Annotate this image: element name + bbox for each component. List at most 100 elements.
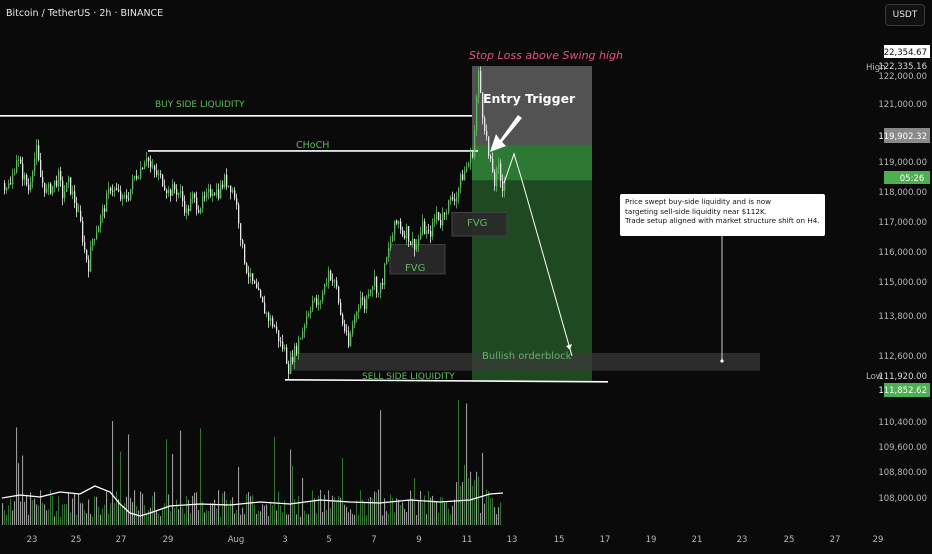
candle-body: [500, 163, 502, 181]
volume-bar: [48, 509, 50, 525]
price-tick-label: 108,800.00: [878, 468, 927, 478]
candle-body: [364, 299, 366, 310]
price-tick-label: 119,000.00: [878, 158, 927, 168]
candle-body: [64, 191, 66, 199]
volume-bar: [426, 514, 428, 525]
projection-arrowhead: [566, 344, 572, 350]
volume-bar: [468, 478, 470, 525]
volume-bar: [124, 502, 126, 525]
volume-bar: [296, 514, 298, 525]
volume-bar: [116, 491, 118, 525]
volume-bar: [84, 510, 86, 525]
volume-bar: [52, 496, 54, 525]
volume-bar: [344, 504, 346, 525]
candle-body: [478, 70, 480, 97]
volume-bar: [174, 508, 176, 525]
volume-bar: [266, 504, 268, 525]
volume-bar: [230, 500, 232, 525]
volume-bar: [66, 503, 68, 525]
candle-body: [302, 331, 304, 338]
candle-body: [150, 160, 152, 168]
candle-body: [152, 166, 154, 168]
volume-bar: [430, 498, 432, 525]
volume-bar: [406, 511, 408, 525]
volume-bar: [210, 503, 212, 525]
candle-body: [252, 273, 254, 282]
volume-bar: [30, 492, 32, 525]
candle-body: [486, 130, 488, 137]
price-tick-label: 115,000.00: [878, 278, 927, 288]
candle-body: [160, 173, 162, 175]
volume-bar: [288, 514, 290, 525]
candle-body: [290, 357, 292, 374]
volume-bar: [462, 482, 464, 525]
candle-body: [166, 190, 168, 194]
volume-bar: [156, 510, 158, 525]
candle-body: [72, 191, 74, 195]
volume-bar: [404, 508, 406, 525]
volume-bar: [222, 493, 224, 525]
candle-body: [470, 152, 472, 164]
volume-bar: [60, 516, 62, 525]
candle-body: [8, 183, 10, 188]
candle-body: [92, 239, 94, 247]
volume-bar: [158, 513, 160, 525]
candle-body: [340, 302, 342, 315]
volume-bar: [186, 496, 188, 525]
volume-bar: [460, 486, 462, 525]
candle-body: [320, 301, 322, 303]
candle-body: [158, 173, 160, 175]
candle-body: [130, 189, 132, 200]
candle-body: [458, 187, 460, 197]
volume-bar: [244, 514, 246, 525]
candle-body: [210, 189, 212, 197]
candle-body: [372, 286, 374, 291]
volume-bar: [450, 514, 452, 525]
volume-bar: [184, 513, 186, 525]
volume-bar: [342, 458, 344, 525]
candle-body: [76, 202, 78, 212]
time-tick-label: 25: [784, 535, 795, 545]
candle-body: [376, 277, 378, 294]
volume-bar: [206, 510, 208, 525]
stop-loss-label: Stop Loss above Swing high: [469, 49, 623, 62]
candle-body: [496, 168, 498, 187]
volume-bar: [56, 510, 58, 525]
candle-body: [360, 298, 362, 309]
candle-body: [476, 96, 478, 131]
volume-bar: [452, 505, 454, 525]
candle-body: [418, 238, 420, 245]
volume-bar: [220, 516, 222, 525]
candle-body: [262, 296, 264, 303]
volume-bar: [200, 428, 202, 525]
candle-body: [344, 323, 346, 331]
volume-bar: [68, 491, 70, 525]
candle-body: [446, 212, 448, 215]
volume-bar: [382, 515, 384, 525]
volume-bar: [402, 502, 404, 525]
currency-selector-button[interactable]: USDT: [885, 4, 925, 26]
price-tick-label: 122,000.00: [878, 72, 927, 82]
candle-body: [282, 341, 284, 349]
candle-body: [58, 170, 60, 187]
countdown-badge-text: 05:26: [900, 174, 925, 184]
candle-body: [312, 300, 314, 311]
volume-bar: [324, 494, 326, 525]
volume-bar: [176, 499, 178, 525]
candle-body: [164, 185, 166, 191]
candle-body: [106, 193, 108, 212]
candle-body: [416, 244, 418, 250]
candle-body: [466, 167, 468, 171]
candle-body: [200, 208, 202, 213]
volume-bar: [420, 491, 422, 525]
volume-bar: [22, 455, 24, 525]
volume-bar: [92, 516, 94, 525]
candle-body: [228, 185, 230, 187]
entry-trigger-label: Entry Trigger: [483, 91, 576, 106]
candle-body: [278, 330, 280, 342]
candle-body: [298, 339, 300, 354]
candle-body: [100, 215, 102, 227]
volume-bar: [40, 490, 42, 525]
